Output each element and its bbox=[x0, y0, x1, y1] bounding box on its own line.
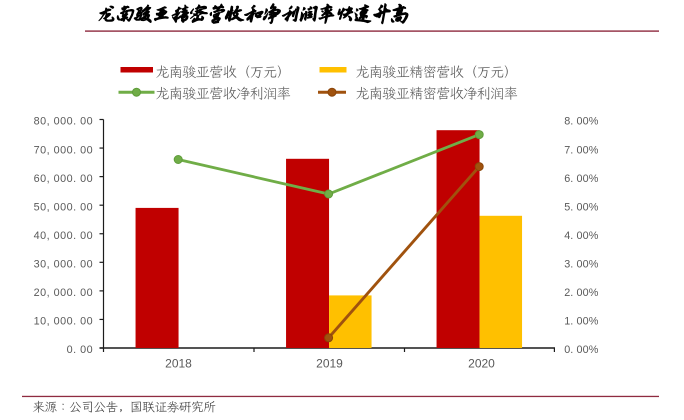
svg-text:4. 00%: 4. 00% bbox=[564, 230, 599, 242]
svg-text:7. 00%: 7. 00% bbox=[564, 144, 599, 156]
svg-text:40, 000. 00: 40, 000. 00 bbox=[34, 230, 94, 242]
svg-text:2020: 2020 bbox=[468, 356, 495, 370]
svg-text:6. 00%: 6. 00% bbox=[564, 173, 599, 185]
svg-text:1. 00%: 1. 00% bbox=[564, 316, 599, 328]
svg-text:2019: 2019 bbox=[316, 356, 343, 370]
svg-text:30, 000. 00: 30, 000. 00 bbox=[34, 259, 94, 271]
svg-text:8. 00%: 8. 00% bbox=[564, 116, 599, 128]
svg-text:0. 00%: 0. 00% bbox=[564, 344, 599, 356]
svg-text:60, 000. 00: 60, 000. 00 bbox=[34, 173, 94, 185]
svg-text:0. 00: 0. 00 bbox=[67, 344, 94, 356]
svg-text:2. 00%: 2. 00% bbox=[564, 287, 599, 299]
svg-text:3. 00%: 3. 00% bbox=[564, 259, 599, 271]
svg-text:20, 000. 00: 20, 000. 00 bbox=[34, 287, 94, 299]
svg-text:70, 000. 00: 70, 000. 00 bbox=[34, 144, 94, 156]
svg-text:2018: 2018 bbox=[165, 356, 192, 370]
svg-text:50, 000. 00: 50, 000. 00 bbox=[34, 201, 94, 213]
svg-text:10, 000. 00: 10, 000. 00 bbox=[34, 316, 94, 328]
svg-text:80, 000. 00: 80, 000. 00 bbox=[34, 116, 94, 128]
svg-text:5. 00%: 5. 00% bbox=[564, 201, 599, 213]
